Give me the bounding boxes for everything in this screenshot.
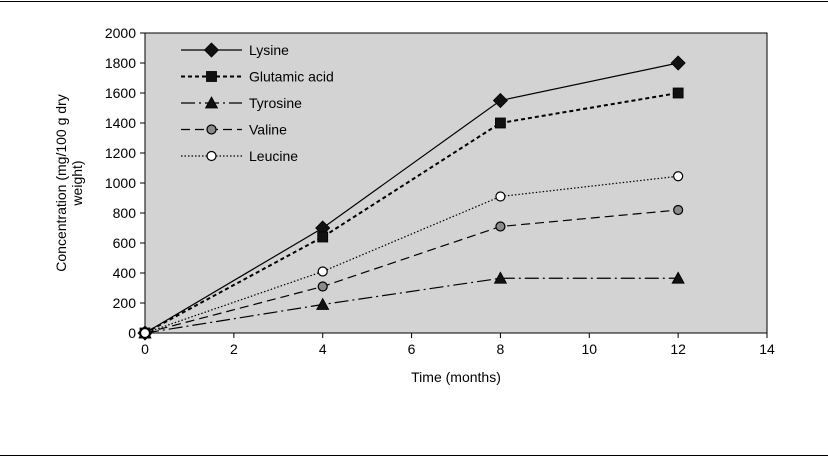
y-tick-label: 2000 [105, 25, 136, 41]
y-axis-title-line1: Concentration (mg/100 g dry [53, 94, 69, 271]
y-axis-title-line2: weight) [69, 160, 85, 206]
data-point-glutamic-acid [672, 87, 684, 99]
y-tick-label: 200 [113, 295, 137, 311]
data-point-lysine [492, 92, 508, 109]
data-point-leucine [495, 191, 506, 202]
y-tick-label: 0 [128, 325, 136, 341]
y-tick-label: 1200 [105, 145, 136, 161]
data-point-valine [495, 221, 506, 232]
y-tick-label: 400 [113, 265, 137, 281]
data-point-tyrosine [493, 271, 508, 284]
series-line-leucine [144, 175, 679, 334]
data-point-glutamic-acid [495, 117, 506, 129]
x-tick-label: 0 [141, 341, 149, 357]
top-rule [0, 1, 828, 2]
legend-marker-tyrosine [204, 96, 219, 109]
y-tick-label: 1000 [105, 175, 136, 191]
x-tick-label: 12 [670, 341, 686, 357]
y-tick-label: 1400 [105, 115, 136, 131]
series-line-lysine [144, 62, 679, 334]
y-tick-label: 1600 [105, 85, 136, 101]
x-tick-label: 14 [759, 341, 775, 357]
y-tick-label: 600 [113, 235, 137, 251]
x-axis-title: Time (months) [411, 369, 501, 385]
x-tick-label: 8 [497, 341, 505, 357]
x-tick-label: 4 [319, 341, 327, 357]
legend-label-tyrosine: Tyrosine [249, 95, 302, 111]
series-line-glutamic-acid [144, 92, 679, 334]
data-point-tyrosine [316, 297, 330, 310]
data-point-glutamic-acid [317, 231, 329, 243]
legend-marker-leucine [206, 150, 217, 162]
data-point-leucine [673, 171, 684, 182]
legend-label-leucine: Leucine [249, 148, 298, 164]
data-point-valine [673, 204, 684, 216]
x-tick-label: 10 [581, 341, 597, 357]
data-point-tyrosine [671, 271, 685, 284]
legend-label-valine: Valine [249, 122, 287, 138]
data-point-valine [317, 281, 328, 292]
legend-marker-valine [206, 124, 217, 135]
y-tick-label: 1800 [105, 55, 136, 71]
legend-marker-lysine [203, 42, 220, 58]
data-point-leucine [139, 327, 151, 339]
plot-area [144, 32, 768, 334]
x-tick-label: 2 [230, 341, 238, 357]
series-line-tyrosine [144, 277, 679, 334]
series-line-valine [144, 209, 679, 334]
data-point-leucine [317, 266, 328, 277]
y-tick-label: 800 [113, 205, 137, 221]
legend-label-lysine: Lysine [249, 42, 289, 58]
data-point-lysine [670, 55, 686, 71]
legend-label-glutamic-acid: Glutamic acid [249, 69, 334, 85]
bottom-rule [0, 455, 828, 456]
legend-marker-glutamic-acid [206, 71, 217, 82]
x-tick-label: 6 [408, 341, 416, 357]
